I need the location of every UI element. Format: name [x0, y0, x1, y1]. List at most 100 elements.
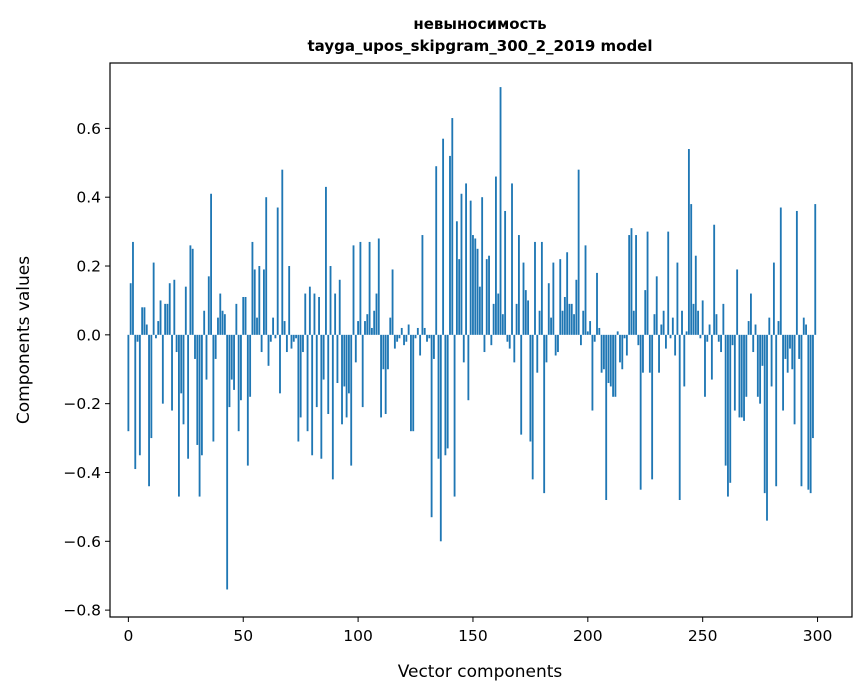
bar: [145, 324, 148, 335]
bar: [405, 334, 408, 342]
bar: [605, 334, 608, 501]
bar: [240, 334, 242, 401]
bar: [129, 283, 132, 335]
bar: [727, 334, 729, 497]
bar: [476, 248, 479, 335]
bar: [481, 197, 484, 335]
bar: [143, 307, 146, 335]
bar: [483, 334, 486, 353]
y-tick-label: 0.6: [76, 120, 101, 138]
bar: [205, 334, 208, 380]
bar: [692, 303, 695, 335]
bar: [632, 310, 635, 335]
bar: [267, 334, 270, 366]
bar: [713, 224, 716, 335]
bar: [320, 334, 323, 459]
bar: [279, 334, 281, 394]
bar: [393, 334, 396, 349]
bar: [678, 334, 681, 501]
bar: [435, 166, 438, 335]
bar: [442, 138, 445, 335]
bar: [380, 334, 382, 418]
bar: [178, 334, 180, 497]
bar: [396, 334, 399, 342]
bar: [308, 286, 311, 335]
bar: [338, 279, 341, 335]
bar: [428, 334, 431, 339]
bar: [318, 296, 320, 335]
bar: [616, 331, 619, 335]
bar: [488, 255, 490, 335]
bar: [439, 334, 442, 542]
y-tick-label: 0.0: [76, 326, 101, 344]
bar: [389, 317, 392, 335]
bar: [322, 334, 325, 380]
x-tick-label: 50: [233, 627, 253, 645]
bar: [375, 293, 378, 335]
bar: [770, 334, 773, 387]
bar: [563, 296, 566, 335]
bar: [474, 238, 477, 335]
bar: [731, 334, 734, 346]
bar: [598, 327, 601, 335]
bar: [504, 210, 507, 335]
bar: [697, 310, 700, 335]
bar: [400, 327, 403, 335]
bar: [212, 334, 215, 442]
bar: [223, 314, 226, 335]
bar: [591, 334, 594, 411]
bar: [573, 314, 575, 335]
x-axis-label: Vector components: [398, 662, 563, 682]
bar: [410, 334, 412, 432]
bar: [150, 334, 153, 439]
x-axis-ticks: 0 50 100 150 200 250 300: [123, 617, 832, 645]
bar: [219, 293, 222, 335]
bar: [127, 334, 130, 432]
bar: [736, 269, 739, 335]
bar: [812, 334, 814, 439]
bar: [313, 293, 316, 335]
bar: [304, 293, 307, 335]
bar: [575, 279, 578, 335]
bar: [754, 324, 757, 335]
bar: [602, 334, 605, 370]
bar: [391, 269, 394, 335]
bar: [200, 334, 203, 456]
bar: [789, 334, 791, 349]
y-tick-label: −0.6: [63, 533, 101, 551]
bar: [655, 276, 658, 335]
x-tick-label: 0: [123, 627, 133, 645]
bar: [478, 286, 481, 335]
bar: [276, 207, 279, 335]
bar: [155, 334, 157, 339]
bar: [720, 334, 722, 353]
bar: [642, 334, 644, 373]
bar: [807, 334, 810, 490]
bar: [235, 303, 238, 335]
bar: [182, 334, 185, 425]
bar: [242, 296, 245, 335]
x-tick-label: 300: [803, 627, 833, 645]
bar: [246, 334, 249, 466]
bar: [458, 259, 461, 335]
bar: [517, 235, 520, 335]
bar: [345, 334, 348, 418]
bar: [630, 228, 633, 335]
bar: [398, 334, 401, 339]
bar: [412, 334, 415, 432]
bar: [196, 334, 199, 445]
bar: [568, 303, 571, 335]
bar: [658, 334, 660, 373]
bar: [352, 245, 355, 335]
bar: [715, 314, 718, 335]
bar: [683, 334, 686, 387]
bar: [740, 334, 743, 418]
bar: [272, 317, 275, 335]
bar: [157, 321, 160, 335]
bar: [331, 334, 334, 480]
bar: [134, 334, 137, 470]
bar: [589, 321, 592, 335]
bar: [637, 334, 640, 346]
bar: [350, 334, 353, 466]
